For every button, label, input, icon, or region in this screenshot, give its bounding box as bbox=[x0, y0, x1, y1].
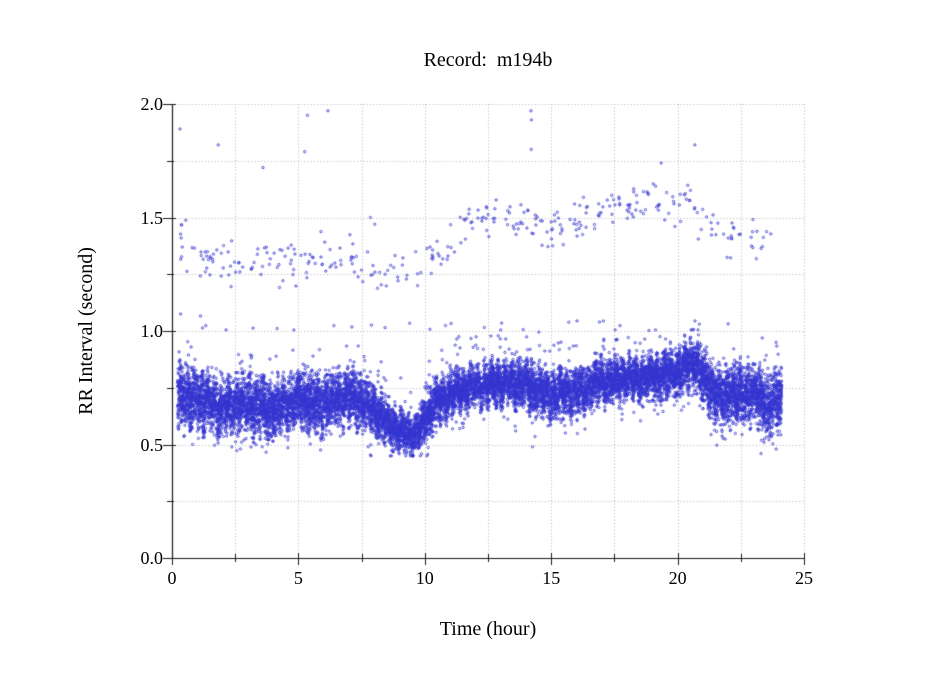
y-tick-label-0.5: 0.5 bbox=[140, 434, 164, 455]
x-tick-label-25: 25 bbox=[795, 568, 813, 588]
x-axis-label: Time (hour) bbox=[439, 618, 537, 640]
x-tick-label-5: 5 bbox=[293, 568, 303, 588]
y-axis-label: RR Interval (second) bbox=[75, 247, 97, 415]
y-tick-label-0.0: 0.0 bbox=[140, 548, 164, 568]
x-tick-label-10: 10 bbox=[415, 568, 434, 588]
y-tick-label-2.0: 2.0 bbox=[140, 94, 164, 114]
y-tick-label-1.5: 1.5 bbox=[140, 207, 164, 228]
x-tick-label-15: 15 bbox=[542, 568, 561, 588]
chart-title: Record: m194b bbox=[423, 49, 553, 71]
x-tick-label-20: 20 bbox=[668, 568, 687, 588]
y-tick-label-1.0: 1.0 bbox=[140, 321, 164, 341]
x-tick-label-0: 0 bbox=[167, 568, 177, 588]
